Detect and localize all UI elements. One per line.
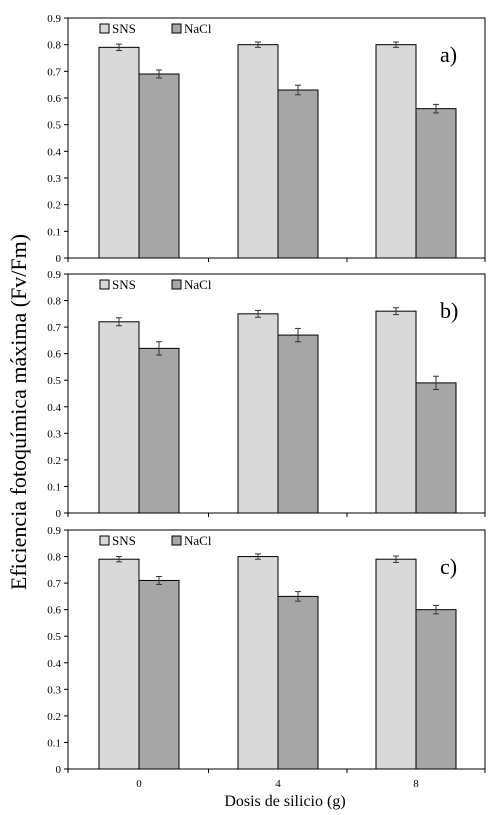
legend-swatch-nacl xyxy=(171,535,182,546)
legend-swatch-nacl xyxy=(171,279,182,290)
y-tick-label: 0 xyxy=(56,764,62,776)
y-tick-label: 0.5 xyxy=(47,120,61,132)
bar-nacl-4 xyxy=(277,334,319,514)
y-tick-label: 0 xyxy=(56,508,62,520)
x-tick-label: 0 xyxy=(136,778,142,790)
y-tick-label: 0.9 xyxy=(47,13,61,25)
panel-label: c) xyxy=(440,554,457,579)
bar-nacl-0 xyxy=(138,347,180,514)
legend-label-nacl: NaCl xyxy=(184,277,212,292)
y-axis-title: Eficiencia fotoquímica máxima (Fv/Fm) xyxy=(6,234,31,590)
bar-sns-8 xyxy=(375,558,417,770)
y-tick-label: 0.3 xyxy=(47,428,61,440)
bar-nacl-0 xyxy=(138,73,180,259)
bar-sns-4 xyxy=(237,556,279,770)
y-tick-label: 0.3 xyxy=(47,684,61,696)
legend-label-sns: SNS xyxy=(112,21,136,36)
y-tick-label: 0.7 xyxy=(47,322,61,334)
bar-nacl-4 xyxy=(277,89,319,259)
y-tick-label: 0.8 xyxy=(47,296,61,308)
bar-nacl-8 xyxy=(415,609,457,770)
x-tick-label: 4 xyxy=(275,778,281,790)
bar-sns-4 xyxy=(237,313,279,514)
x-tick-label: 8 xyxy=(413,778,419,790)
y-tick-label: 0.3 xyxy=(47,173,61,185)
bar-sns-0 xyxy=(98,46,140,259)
y-tick-label: 0.6 xyxy=(47,93,61,105)
chart-panel-1: 0 0.1 0.2 0.3 0.4 0.5 0.6 0.7 0.8 0.9 SNS NaCl a) xyxy=(47,13,486,265)
y-tick-label: 0.7 xyxy=(47,66,61,78)
y-tick-label: 0.7 xyxy=(47,578,61,590)
y-tick-label: 0.2 xyxy=(47,711,61,723)
y-tick-label: 0.9 xyxy=(47,269,61,281)
legend-label-sns: SNS xyxy=(112,533,136,548)
y-tick-label: 0.1 xyxy=(47,481,61,493)
legend-label-nacl: NaCl xyxy=(184,533,212,548)
x-axis-title: Dosis de silicio (g) xyxy=(224,793,345,810)
legend-swatch-sns xyxy=(99,279,110,290)
y-tick-label: 0.8 xyxy=(47,40,61,52)
panel-label: a) xyxy=(440,42,457,67)
legend-label-nacl: NaCl xyxy=(184,21,212,36)
y-tick-label: 0.2 xyxy=(47,200,61,212)
y-tick-label: 0.6 xyxy=(47,349,61,361)
y-tick-label: 0.1 xyxy=(47,226,61,238)
legend-label-sns: SNS xyxy=(112,277,136,292)
y-tick-label: 0.4 xyxy=(47,658,61,670)
y-tick-label: 0.4 xyxy=(47,146,61,158)
bar-nacl-8 xyxy=(415,108,457,259)
panel-label: b) xyxy=(440,298,458,323)
y-tick-label: 0.6 xyxy=(47,605,61,617)
y-tick-label: 0.5 xyxy=(47,375,61,387)
bar-sns-0 xyxy=(98,558,140,770)
bar-sns-4 xyxy=(237,44,279,259)
bar-sns-8 xyxy=(375,310,417,514)
y-tick-label: 0.1 xyxy=(47,737,61,749)
legend-swatch-sns xyxy=(99,23,110,34)
y-tick-label: 0.4 xyxy=(47,402,61,414)
bar-sns-0 xyxy=(98,321,140,514)
legend-swatch-sns xyxy=(99,535,110,546)
y-tick-label: 0.8 xyxy=(47,552,61,564)
legend-swatch-nacl xyxy=(171,23,182,34)
chart-panel-3: 0 0.1 0.2 0.3 0.4 0.5 0.6 0.7 0.8 0.9 SNS NaCl c) 0 4 8 xyxy=(47,525,486,790)
y-tick-label: 0.9 xyxy=(47,525,61,537)
bar-sns-8 xyxy=(375,44,417,259)
bar-nacl-4 xyxy=(277,595,319,770)
y-tick-label: 0 xyxy=(56,253,62,265)
bar-nacl-0 xyxy=(138,579,180,770)
y-tick-label: 0.5 xyxy=(47,631,61,643)
bar-nacl-8 xyxy=(415,382,457,514)
y-tick-label: 0.2 xyxy=(47,455,61,467)
chart-panel-2: 0 0.1 0.2 0.3 0.4 0.5 0.6 0.7 0.8 0.9 SNS NaCl b) xyxy=(47,269,486,520)
